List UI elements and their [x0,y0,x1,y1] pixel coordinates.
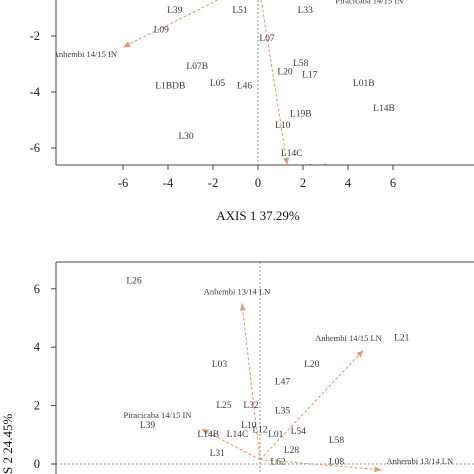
bottom-points: L26 L21 L20 L03 L47 L25 L32 L35 L39 L10 L54 L14B L14… [126,277,409,468]
point-label: L20 [277,68,293,78]
loading-vector [260,0,288,165]
top-x-axis-label: AXIS 1 37.29% [216,208,300,223]
y-tick-label: 6 [34,282,40,296]
point-label: L10 [275,121,291,131]
top-vectors: Anhembi 14/15 IN Piracicaba 14/15 IN Anhem… [53,0,403,172]
y-tick-label: -6 [30,141,40,155]
point-label: L58 [293,59,309,69]
loading-vector [259,349,364,460]
loading-vector [122,0,219,48]
point-label: L19B [290,110,312,120]
bottom-y-axis-label: S 2 24.45% [0,414,15,474]
y-tick-label: 0 [34,457,40,471]
top-x-ticks: -6 -4 -2 0 2 4 6 [118,165,396,190]
point-label: L07 [259,34,275,44]
point-label: L47 [275,377,291,387]
point-label: L26 [126,277,142,287]
bottom-y-ticks: 6 4 2 0 [34,282,56,471]
point-label: L12 [252,426,268,436]
point-label: L25 [216,401,232,411]
point-label: L33 [298,6,314,16]
y-tick-label: 4 [34,340,41,354]
point-label: L14B [373,104,395,114]
point-label: L01 [268,430,284,440]
y-tick-label: 2 [34,399,40,413]
bottom-biplot: Anhembi 13/14 LN Anhembi 14/15 LN Piracica… [0,261,474,474]
x-tick-label: 0 [255,176,261,190]
point-label: L31 [210,449,226,459]
loading-vector-arrowhead [374,466,382,473]
point-label: L39 [140,421,156,431]
point-label: L62 [270,458,286,468]
top-biplot: Anhembi 14/15 IN Piracicaba 14/15 IN Anhem… [30,0,474,223]
vector-label: Piracicaba 14/15 IN [335,0,403,5]
point-label: L35 [275,407,291,417]
point-label: L14C [227,430,249,440]
point-label: L54 [291,427,307,437]
vector-label: Anhembi 13/14 LN [387,456,454,466]
loading-vector [241,303,261,460]
point-label: L08 [329,458,345,468]
point-label: L09 [154,26,170,36]
point-label: L58 [329,436,345,446]
vector-label: Anhembi 14/15 LN [315,333,382,343]
point-label: L03 [212,360,228,370]
bottom-vectors: Anhembi 13/14 LN Anhembi 14/15 LN Piracica… [124,286,454,473]
point-label: L30 [178,132,194,142]
loading-vector-arrowhead [356,350,364,358]
point-label: L17 [302,70,318,80]
x-tick-label: -2 [208,176,218,190]
vector-label: Anhembi 13/14 LN [204,286,271,296]
loading-vector-arrowhead [239,303,246,311]
point-label: L05 [210,79,226,89]
point-label: L46 [237,82,253,92]
point-label: L21 [394,334,410,344]
x-tick-label: -6 [118,176,128,190]
x-tick-label: 4 [345,176,352,190]
point-label: L51 [232,6,248,16]
point-label: L39 [167,6,183,16]
point-label: L20 [304,360,320,370]
point-label: L10 [241,421,257,431]
x-tick-label: 6 [390,176,396,190]
loading-vector-arrowhead [123,41,131,48]
y-tick-label: -4 [30,85,41,99]
point-label: L14B [197,430,219,440]
loading-vector-arrowhead [283,157,290,165]
x-tick-label: -4 [163,176,174,190]
vector-label: Anhembi 13/14 LN [299,162,366,172]
point-label: L1BDB [155,82,185,92]
y-tick-label: -2 [30,29,40,43]
point-label: L32 [243,401,259,411]
point-label: L01B [353,79,375,89]
point-label: L07B [186,62,208,72]
x-tick-label: 2 [300,176,306,190]
top-y-ticks: -2 -4 -6 [30,29,56,155]
loading-vector [259,459,382,471]
point-label: L14C [281,149,303,159]
point-label: L28 [284,446,300,456]
vector-label: Anhembi 14/15 IN [53,49,117,59]
loading-vector-arrowhead [201,428,210,435]
vector-label: Piracicaba 14/15 IN [124,410,192,420]
loading-vector [201,428,261,461]
